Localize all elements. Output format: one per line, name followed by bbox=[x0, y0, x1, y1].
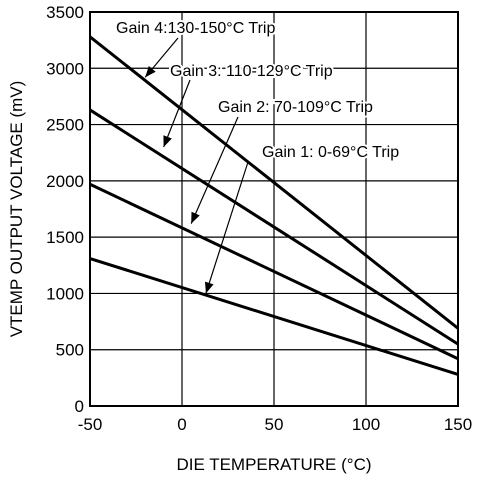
x-tick-labels: -50 0 50 100 150 bbox=[78, 415, 472, 434]
annotation-arrowhead bbox=[191, 211, 200, 224]
annotation-leader bbox=[205, 161, 249, 294]
annotation-label: Gain 1: 0-69°C Trip bbox=[262, 144, 399, 161]
annotation-leader bbox=[190, 116, 239, 224]
x-tick-label: 50 bbox=[265, 415, 284, 434]
x-tick-label: 100 bbox=[352, 415, 380, 434]
y-tick-label: 2000 bbox=[46, 172, 84, 191]
y-tick-label: 0 bbox=[75, 397, 84, 416]
y-tick-label: 3000 bbox=[46, 59, 84, 78]
series-line-gain-2 bbox=[89, 182, 459, 361]
annotation-label: Gain 2: 70-109°C Trip bbox=[218, 99, 373, 116]
y-tick-label: 1000 bbox=[46, 284, 84, 303]
y-tick-label: 3500 bbox=[46, 3, 84, 22]
annotation-label: Gain 3: 110-129°C Trip bbox=[170, 63, 333, 80]
annotation-arrowhead bbox=[163, 135, 172, 148]
y-tick-labels: 0 500 1000 1500 2000 2500 3000 3500 bbox=[46, 3, 84, 416]
series-line-gain-1 bbox=[89, 257, 459, 376]
x-tick-label: 0 bbox=[177, 415, 186, 434]
y-tick-label: 2500 bbox=[46, 116, 84, 135]
series-line-gain-3 bbox=[89, 108, 459, 346]
series-line-gain-4 bbox=[89, 35, 459, 330]
annotation-label: Gain 4:130-150°C Trip bbox=[116, 20, 275, 37]
y-tick-label: 500 bbox=[56, 341, 84, 360]
plot-frame bbox=[89, 11, 459, 407]
x-tick-label: 150 bbox=[444, 415, 472, 434]
annotation-leader bbox=[163, 79, 191, 148]
y-axis-title: VTEMP OUTPUT VOLTAGE (mV) bbox=[7, 81, 26, 338]
x-tick-label: -50 bbox=[78, 415, 103, 434]
annotation-arrowhead bbox=[204, 281, 214, 294]
y-tick-label: 1500 bbox=[46, 228, 84, 247]
annotation-arrowhead bbox=[145, 65, 156, 78]
series-lines bbox=[89, 35, 459, 376]
annotations: Gain 1: 0-69°C Trip Gain 2: 70-109°C Trip… bbox=[114, 18, 401, 294]
x-axis-title: DIE TEMPERATURE (°C) bbox=[176, 455, 371, 474]
